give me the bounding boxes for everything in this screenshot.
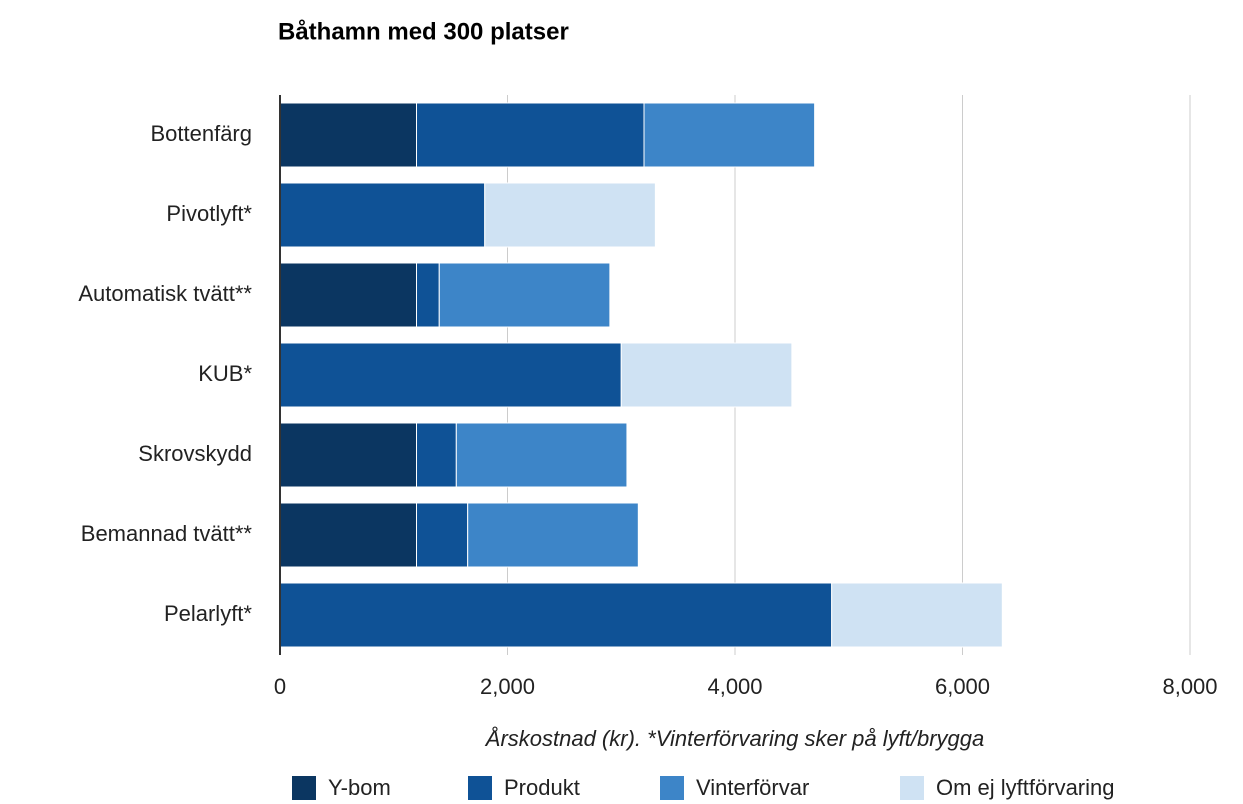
bar-segment xyxy=(279,262,417,328)
y-tick-label: Pelarlyft* xyxy=(164,601,252,626)
legend-swatch xyxy=(468,776,492,800)
bar-segment xyxy=(279,342,622,408)
bar-segment xyxy=(279,582,833,648)
x-tick-label: 6,000 xyxy=(935,674,990,699)
bar-segment xyxy=(279,182,486,248)
chart-title: Båthamn med 300 platser xyxy=(278,18,569,45)
legend-swatch xyxy=(292,776,316,800)
y-tick-label: Pivotlyft* xyxy=(166,201,252,226)
bar-segment xyxy=(455,422,628,488)
bar-segment xyxy=(279,102,417,168)
x-axis-title: Årskostnad (kr). *Vinterförvaring sker p… xyxy=(484,726,984,751)
legend-swatch xyxy=(660,776,684,800)
bar-segment xyxy=(416,102,645,168)
y-tick-label: Bemannad tvätt** xyxy=(81,521,253,546)
bar-segment xyxy=(484,182,656,248)
bar-segment xyxy=(831,582,1003,648)
legend-label: Om ej lyftförvaring xyxy=(936,775,1115,800)
legend-swatch xyxy=(900,776,924,800)
bar-segment xyxy=(438,262,611,328)
bar-segment xyxy=(467,502,639,568)
x-tick-label: 0 xyxy=(274,674,286,699)
bar-segment xyxy=(416,262,440,328)
bar-segment xyxy=(279,422,417,488)
bar-segment xyxy=(643,102,816,168)
y-tick-label: Skrovskydd xyxy=(138,441,252,466)
y-tick-label: KUB* xyxy=(198,361,252,386)
x-tick-label: 4,000 xyxy=(707,674,762,699)
bar-segment xyxy=(416,422,457,488)
bar-segment xyxy=(620,342,793,408)
bar-segment xyxy=(279,502,417,568)
bar-segment xyxy=(416,502,469,568)
legend-label: Y-bom xyxy=(328,775,391,800)
legend-label: Produkt xyxy=(504,775,580,800)
y-tick-label: Automatisk tvätt** xyxy=(78,281,252,306)
legend-label: Vinterförvar xyxy=(696,775,809,800)
y-tick-label: Bottenfärg xyxy=(150,121,252,146)
x-tick-label: 2,000 xyxy=(480,674,535,699)
x-tick-label: 8,000 xyxy=(1162,674,1217,699)
